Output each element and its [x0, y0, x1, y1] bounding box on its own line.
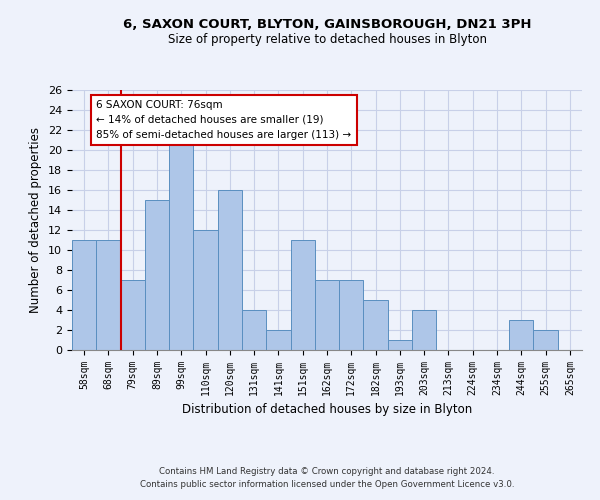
- Text: Contains public sector information licensed under the Open Government Licence v3: Contains public sector information licen…: [140, 480, 514, 489]
- Bar: [169, 130, 193, 350]
- Bar: [388, 340, 412, 350]
- Bar: [121, 280, 145, 350]
- Text: 6 SAXON COURT: 76sqm
← 14% of detached houses are smaller (19)
85% of semi-detac: 6 SAXON COURT: 76sqm ← 14% of detached h…: [96, 100, 352, 140]
- Bar: [145, 200, 169, 350]
- Bar: [96, 240, 121, 350]
- Bar: [266, 330, 290, 350]
- Bar: [339, 280, 364, 350]
- Text: 6, SAXON COURT, BLYTON, GAINSBOROUGH, DN21 3PH: 6, SAXON COURT, BLYTON, GAINSBOROUGH, DN…: [123, 18, 531, 30]
- Bar: [412, 310, 436, 350]
- Y-axis label: Number of detached properties: Number of detached properties: [29, 127, 43, 313]
- Text: Contains HM Land Registry data © Crown copyright and database right 2024.: Contains HM Land Registry data © Crown c…: [159, 467, 495, 476]
- Bar: [218, 190, 242, 350]
- X-axis label: Distribution of detached houses by size in Blyton: Distribution of detached houses by size …: [182, 404, 472, 416]
- Bar: [364, 300, 388, 350]
- Bar: [509, 320, 533, 350]
- Bar: [290, 240, 315, 350]
- Bar: [315, 280, 339, 350]
- Text: Size of property relative to detached houses in Blyton: Size of property relative to detached ho…: [167, 32, 487, 46]
- Bar: [242, 310, 266, 350]
- Bar: [193, 230, 218, 350]
- Bar: [72, 240, 96, 350]
- Bar: [533, 330, 558, 350]
